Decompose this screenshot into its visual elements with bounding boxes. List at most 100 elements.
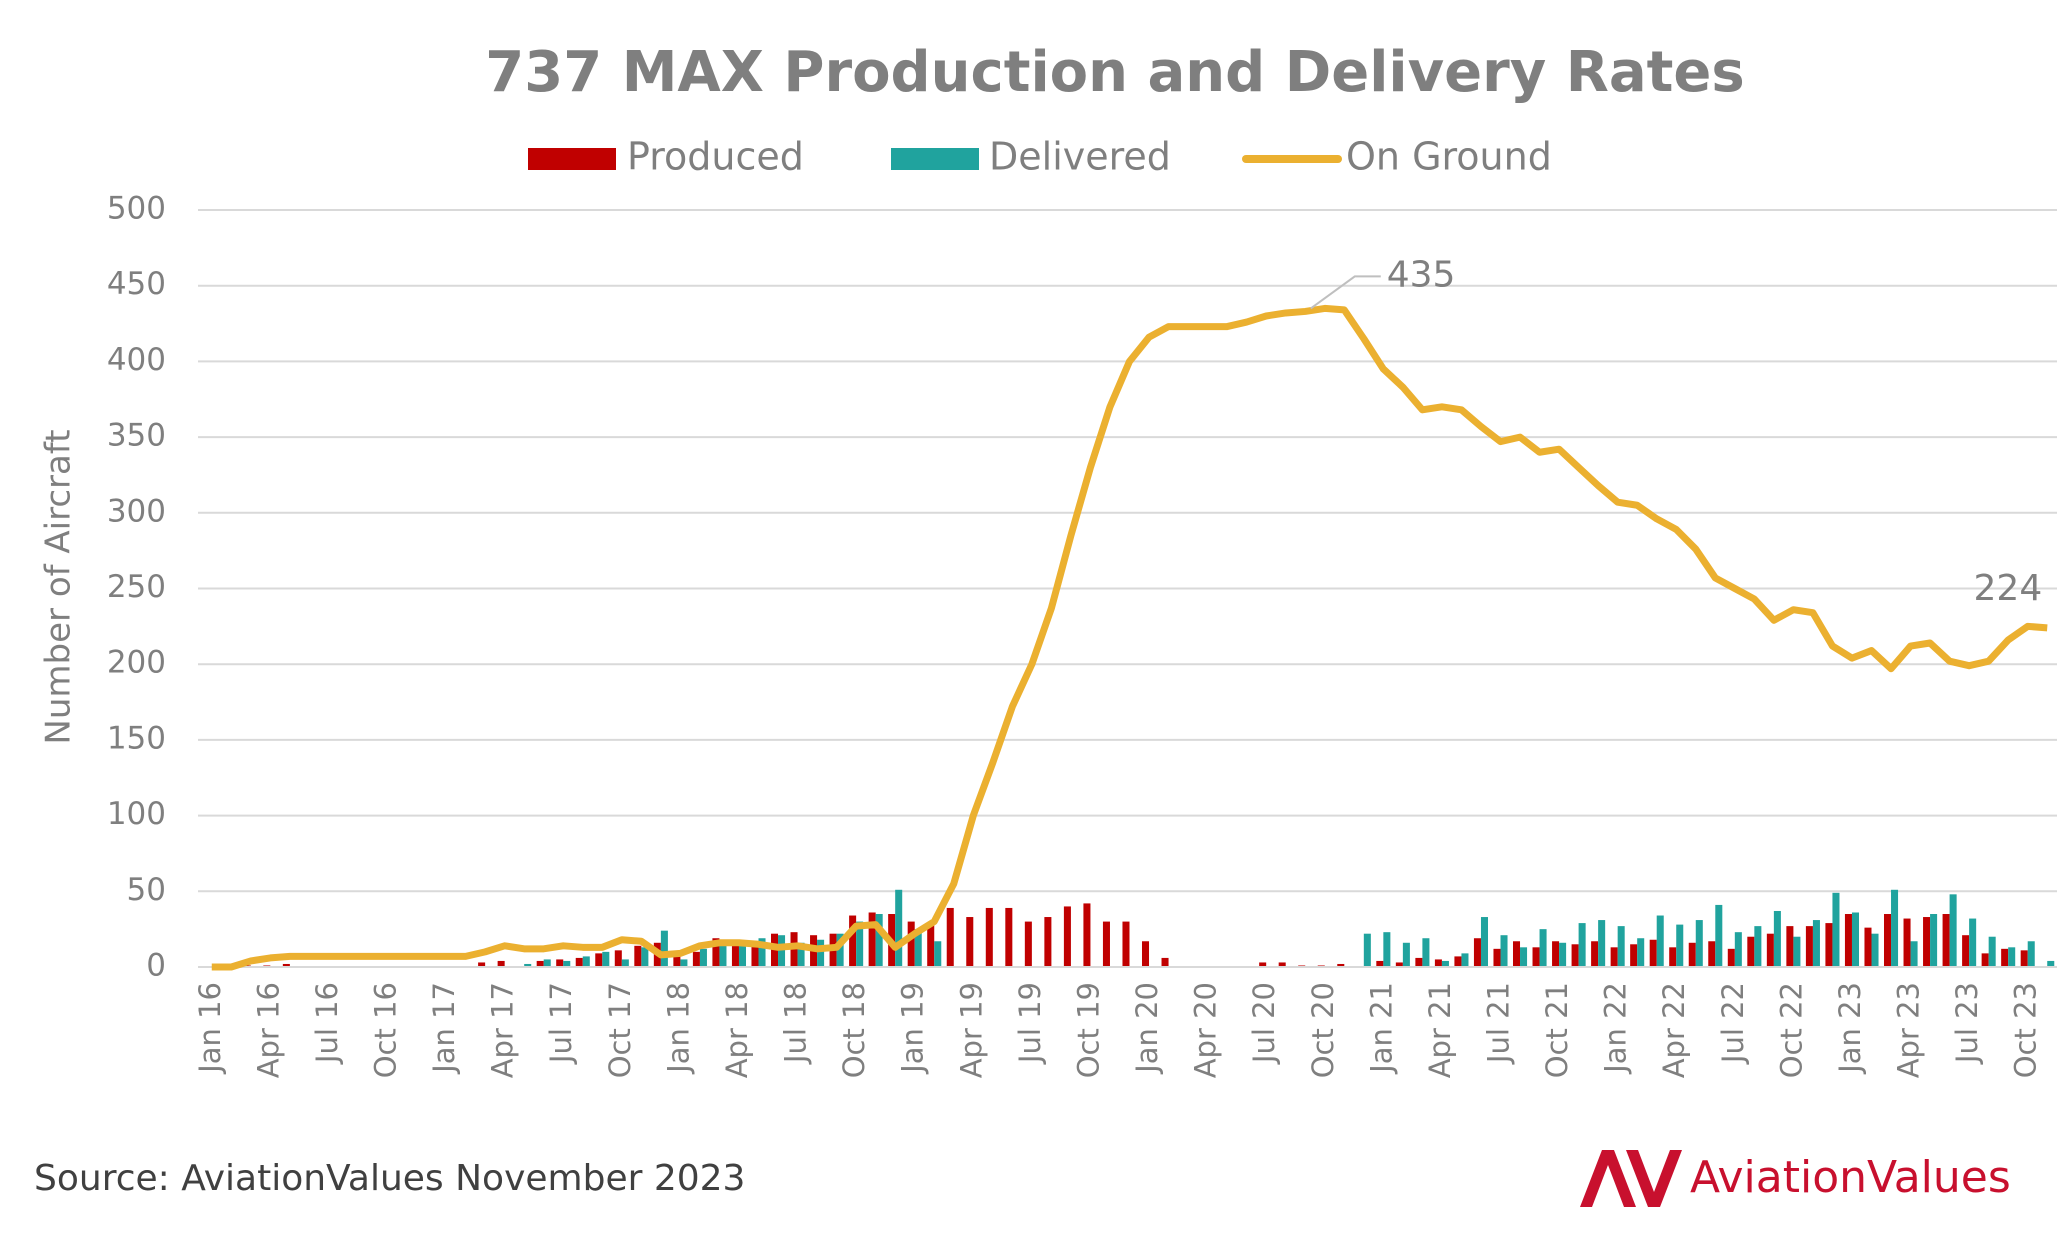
bar <box>602 951 610 967</box>
x-tick-label: Jan 17 <box>427 982 461 1075</box>
bar <box>1337 963 1345 967</box>
bar <box>1591 941 1599 967</box>
bar <box>1532 947 1540 967</box>
x-tick-label: Jul 21 <box>1482 982 1516 1065</box>
bar <box>1578 923 1586 967</box>
bar <box>1617 926 1625 967</box>
bar <box>1598 920 1606 967</box>
bar <box>751 942 759 967</box>
bar <box>1708 941 1716 967</box>
x-tick-label: Oct 17 <box>603 982 637 1078</box>
data-label: 435 <box>1387 254 1456 295</box>
bar <box>1454 956 1462 967</box>
bar <box>1520 947 1528 967</box>
bar <box>1480 917 1489 967</box>
logo-mark <box>1580 1150 1636 1207</box>
bar <box>1161 957 1169 967</box>
x-tick-label: Jan 18 <box>661 982 695 1075</box>
bar <box>1981 953 1989 967</box>
bar <box>868 912 876 967</box>
bar <box>1637 938 1645 967</box>
bar <box>1434 959 1442 967</box>
bar <box>1649 939 1657 967</box>
y-tick-label: 350 <box>107 418 166 454</box>
x-tick-label: Jan 20 <box>1130 982 1164 1075</box>
x-tick-label: Oct 19 <box>1071 982 1105 1078</box>
bar <box>927 924 935 967</box>
bar <box>1024 921 1032 967</box>
bar <box>758 938 766 967</box>
bar <box>1695 920 1703 967</box>
bar <box>1747 936 1755 967</box>
x-tick-label: Jul 20 <box>1247 982 1281 1065</box>
bar <box>907 921 915 967</box>
source: Source: AviationValues November 2023 <box>34 1158 745 1199</box>
y-tick-label: 400 <box>107 342 166 378</box>
bar <box>1441 960 1449 967</box>
bar <box>1910 941 1918 967</box>
bar <box>641 947 649 967</box>
bar <box>692 951 700 967</box>
bar <box>1812 920 1820 967</box>
bar <box>614 950 622 967</box>
bar <box>1930 914 1938 967</box>
x-tick-label: Apr 18 <box>720 982 754 1078</box>
y-tick-label: 300 <box>107 493 166 529</box>
data-label: 224 <box>1974 568 2043 609</box>
x-tick-label: Apr 19 <box>954 982 988 1078</box>
bar <box>985 907 993 967</box>
y-tick-label: 450 <box>107 266 166 302</box>
x-tick-label: Oct 18 <box>837 982 871 1078</box>
bar <box>1805 926 1813 967</box>
bar <box>1571 944 1579 967</box>
bar <box>1500 935 1508 967</box>
x-tick-label: Jul 17 <box>544 982 578 1065</box>
bar <box>1669 947 1677 967</box>
bar <box>1754 926 1762 967</box>
bar <box>1676 924 1684 967</box>
bar <box>1923 917 1931 967</box>
bar <box>1773 910 1781 967</box>
x-tick-label: Oct 16 <box>369 982 403 1078</box>
y-tick-label: 500 <box>107 191 166 227</box>
bar <box>2047 960 2055 967</box>
bar <box>836 933 844 967</box>
bar <box>1942 914 1950 967</box>
bar <box>1122 921 1130 967</box>
x-tick-label: Jan 19 <box>896 982 930 1075</box>
line <box>211 304 2048 971</box>
x-tick-label: Jul 19 <box>1013 982 1047 1065</box>
x-tick-label: Apr 16 <box>251 982 285 1078</box>
x-tick-label: Oct 22 <box>1774 982 1808 1078</box>
logo-text: AviationValues <box>1690 1152 2011 1203</box>
annotation-leader <box>1310 275 1381 310</box>
chart-title: 737 MAX Production and Delivery Rates <box>485 40 1744 105</box>
bar <box>1539 929 1547 967</box>
legend-swatch <box>528 148 616 170</box>
bar <box>849 915 857 967</box>
x-tick-label: Jan 23 <box>1833 982 1867 1075</box>
bar <box>1141 941 1150 967</box>
bar <box>1793 936 1801 967</box>
bar <box>1988 936 1996 967</box>
bar <box>1786 926 1794 967</box>
logo-mark <box>1626 1150 1682 1207</box>
y-tick-label: 100 <box>107 796 166 832</box>
bar <box>1949 894 1957 967</box>
bar <box>1903 918 1911 967</box>
bar <box>1844 914 1852 967</box>
bar <box>875 914 883 967</box>
bar <box>1402 942 1410 967</box>
bar <box>770 933 779 967</box>
x-tick-label: Jul 22 <box>1716 982 1750 1065</box>
y-tick-label: 0 <box>146 948 166 984</box>
legend-swatch <box>891 148 979 170</box>
y-tick-label: 50 <box>127 872 166 908</box>
bar <box>895 889 903 967</box>
bar <box>1044 917 1052 967</box>
bar <box>1422 938 1430 967</box>
bar <box>1461 953 1469 967</box>
x-tick-label: Apr 23 <box>1892 982 1926 1078</box>
bar <box>1688 942 1696 967</box>
